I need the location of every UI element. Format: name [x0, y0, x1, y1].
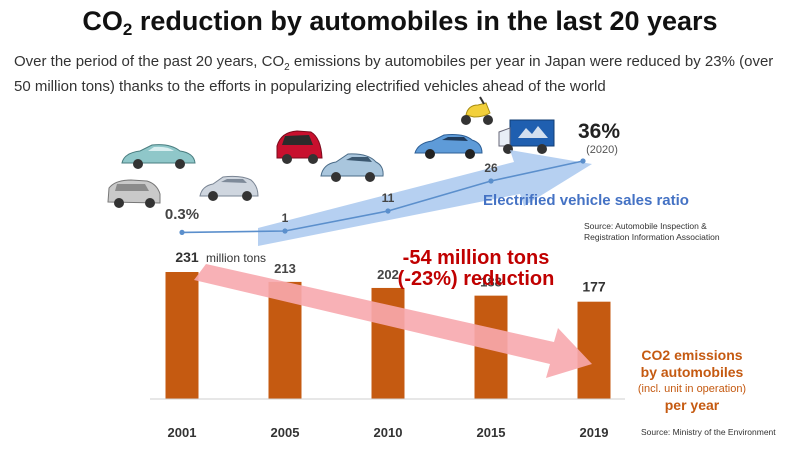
co2-bar-value-label: 188	[480, 275, 502, 290]
line-final-note: (2020)	[586, 144, 618, 156]
suv-car-icon	[107, 179, 161, 208]
sales-ratio-label: 1	[282, 211, 289, 225]
line-legend-label: Electrified vehicle sales ratio	[483, 192, 689, 209]
reduction-trend-arrow	[194, 264, 592, 378]
reduction-annotation-line2: (-23%) reduction	[398, 268, 555, 290]
sales-ratio-point	[179, 229, 185, 235]
x-axis-tick-label: 2015	[477, 425, 506, 440]
line-source-2: Registration Information Association	[584, 232, 720, 242]
x-axis-tick-label: 2001	[168, 425, 197, 440]
sales-ratio-label: 36%	[578, 120, 620, 143]
scooter-icon	[461, 96, 493, 125]
bar-value-label-first: 231	[175, 249, 199, 265]
sales-ratio-point	[385, 208, 391, 214]
bar-legend-line1: CO2 emissions	[641, 347, 742, 363]
co2-bar-value-label: 202	[377, 267, 399, 282]
sales-ratio-label: 0.3%	[165, 206, 199, 223]
sales-ratio-point	[488, 178, 494, 184]
delivery-truck-icon	[498, 119, 555, 154]
reduction-annotation-line1: -54 million tons	[403, 247, 550, 269]
line-source-1: Source: Automobile Inspection &	[584, 221, 707, 231]
x-axis-tick-label: 2019	[580, 425, 609, 440]
co2-bar-value-label: 213	[274, 261, 296, 276]
hatchback-car-icon	[199, 175, 259, 201]
sales-ratio-label: 11	[382, 191, 395, 205]
x-axis-tick-label: 2005	[271, 425, 300, 440]
x-axis-tick-label: 2010	[374, 425, 403, 440]
bar-legend-line2: by automobiles	[641, 364, 744, 380]
co2-bar	[165, 272, 199, 399]
sales-ratio-trend-arrow	[258, 150, 592, 246]
bar-first-unit: million tons	[206, 251, 266, 265]
bar-source: Source: Ministry of the Environment	[641, 427, 776, 437]
compact-ev-car-icon	[320, 153, 384, 182]
fuel-cell-car-icon	[414, 134, 483, 159]
sales-ratio-label: 26	[484, 161, 498, 175]
co2-bar	[577, 301, 611, 399]
sales-ratio-point	[580, 158, 586, 164]
co2-bar-value-label: 177	[582, 279, 606, 295]
page-title: CO2 reduction by automobiles in the last…	[82, 6, 718, 39]
bar-legend-line4: per year	[665, 397, 720, 413]
page-subtitle: Over the period of the past 20 years, CO…	[14, 53, 774, 95]
sedan-car-icon	[121, 144, 196, 169]
sales-ratio-point	[282, 228, 288, 234]
red-kei-car-icon	[276, 130, 323, 164]
bar-legend-line3: (incl. unit in operation)	[638, 383, 746, 395]
